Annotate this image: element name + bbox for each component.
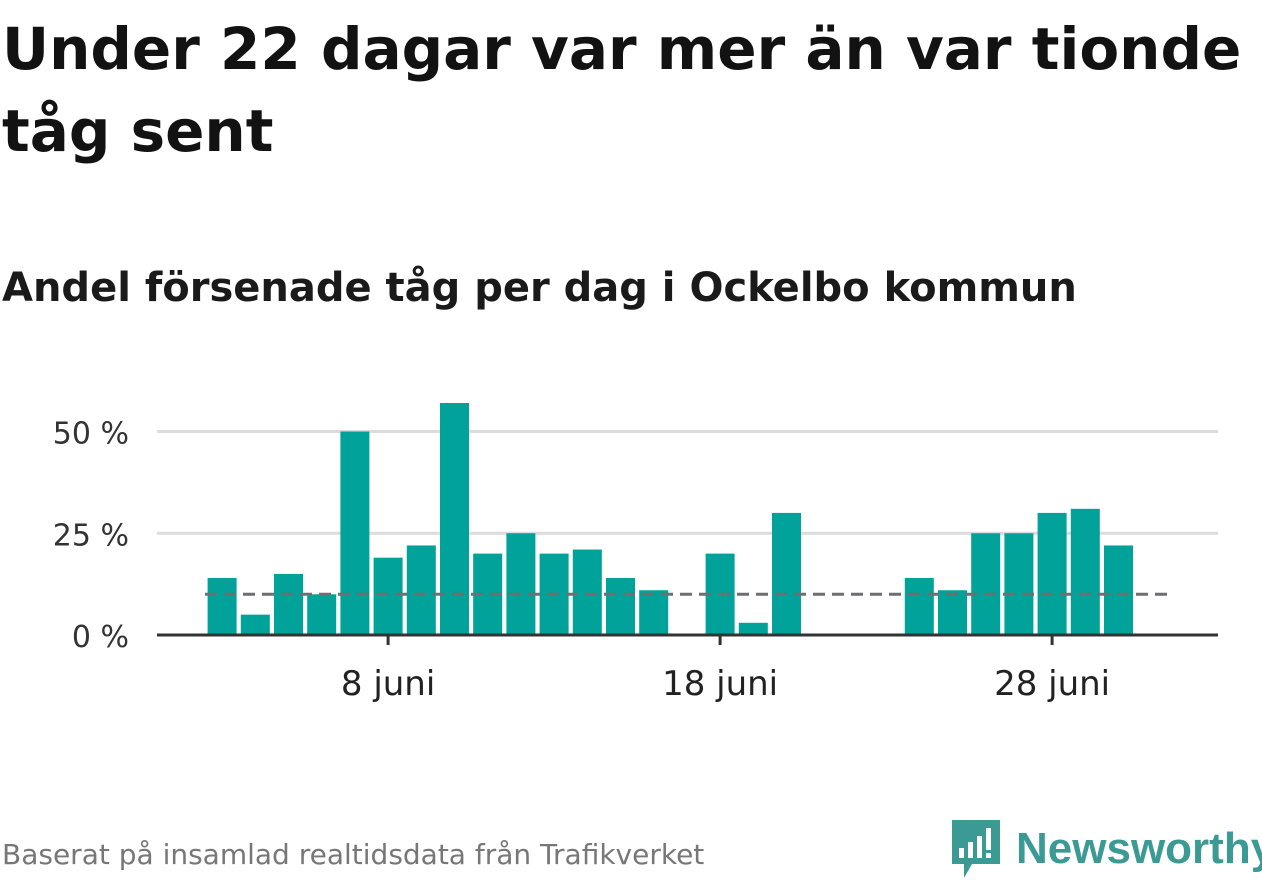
chart-subtitle: Andel försenade tåg per dag i Ockelbo ko… <box>2 265 1077 311</box>
source-note: Baserat på insamlad realtidsdata från Tr… <box>2 838 705 871</box>
y-tick-label: 50 % <box>53 417 129 452</box>
bar <box>971 533 1001 635</box>
bar <box>772 512 801 635</box>
bar <box>274 573 303 635</box>
bar <box>440 403 469 635</box>
y-tick-label: 0 % <box>72 620 129 655</box>
bar <box>307 594 337 635</box>
bar <box>506 533 536 635</box>
x-tick-label: 28 juni <box>994 664 1110 704</box>
newsworthy-logo-icon <box>952 820 1000 878</box>
bar <box>373 557 403 635</box>
bars <box>207 403 1133 635</box>
y-tick-label: 25 % <box>53 518 129 553</box>
bar <box>1004 533 1034 635</box>
bar <box>738 622 768 635</box>
y-tick-labels: 0 % 25 % 50 % <box>53 417 129 656</box>
newsworthy-logo-text: Newsworthy <box>1016 824 1262 873</box>
bar <box>340 431 370 635</box>
bar <box>606 578 635 635</box>
bar <box>938 590 967 635</box>
bar <box>904 578 934 635</box>
bar <box>240 614 270 635</box>
newsworthy-logo[interactable]: Newsworthy <box>950 818 1262 880</box>
bar <box>406 545 436 635</box>
x-tick-label: 18 juni <box>662 664 778 704</box>
chart-title: Under 22 dagar var mer än var tionde tåg… <box>2 15 1242 165</box>
bar <box>1104 545 1133 635</box>
bar <box>1037 512 1067 635</box>
bar <box>639 590 669 635</box>
bar <box>572 549 602 635</box>
x-tick-labels: 8 juni 18 juni 28 juni <box>341 664 1110 704</box>
bar <box>1070 508 1100 635</box>
axes <box>157 633 1218 645</box>
x-tick-label: 8 juni <box>341 664 435 704</box>
bar <box>207 578 237 635</box>
bar-chart: 0 % 25 % 50 % 8 juni 18 juni 28 juni <box>53 403 1218 704</box>
